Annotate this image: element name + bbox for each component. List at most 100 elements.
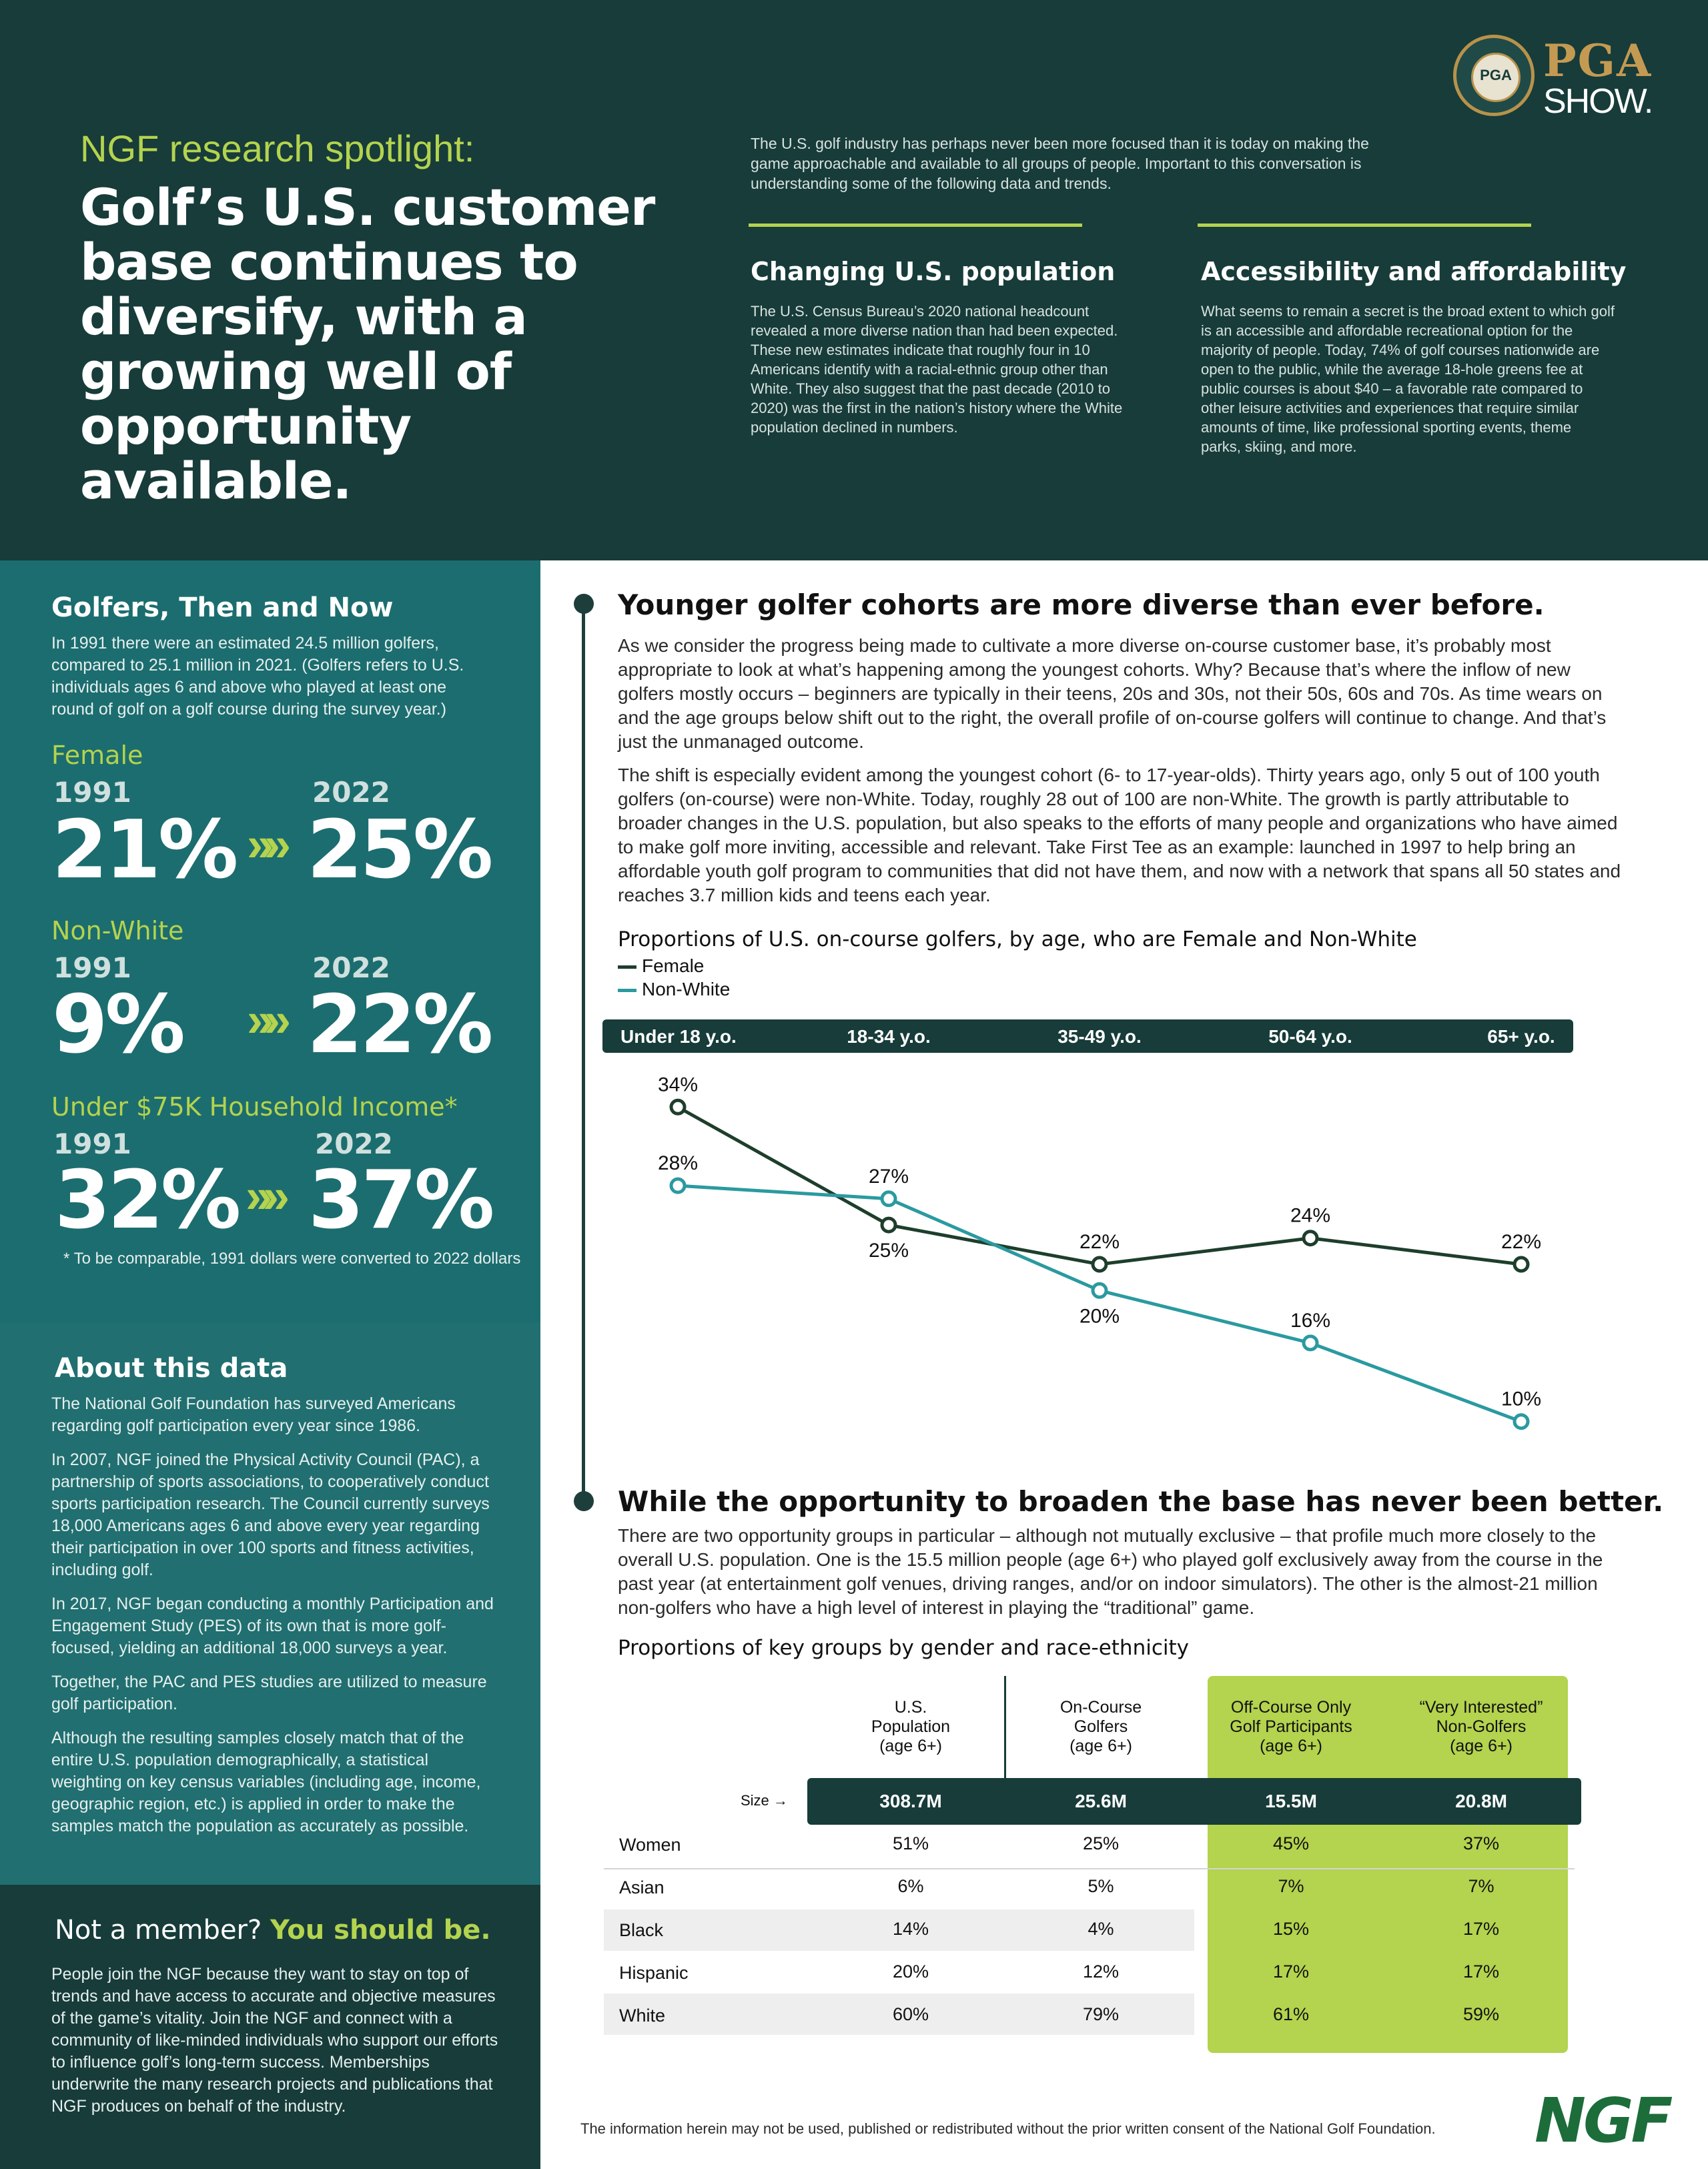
col-on-course-golfers: On-Course Golfers (age 6+): [1059, 1698, 1142, 1755]
about-paragraph: Although the resulting samples closely m…: [51, 1729, 481, 1835]
stat-income-2022: 37%: [308, 1154, 494, 1247]
size-on-course: 25.6M: [1075, 1791, 1127, 1811]
data-label-female: 25%: [869, 1240, 909, 1262]
logo-pga-text: PGA: [1543, 35, 1653, 87]
age-category-label: 35-49 y.o.: [1057, 1026, 1142, 1047]
logo-show-text: SHOW.: [1543, 82, 1653, 121]
table-row-label: Black: [619, 1920, 664, 1940]
legend-female-swatch: [618, 965, 636, 969]
stat-female-year-1991: 1991: [53, 776, 131, 809]
golfers-text: In 1991 there were an estimated 24.5 mil…: [51, 634, 464, 719]
changing-population-text: The U.S. Census Bureau’s 2020 national h…: [751, 303, 1123, 436]
table-cell: 51%: [892, 1833, 929, 1853]
stat-income-year-2022: 2022: [315, 1128, 393, 1160]
footer-disclaimer: The information herein may not be used, …: [580, 2120, 1436, 2137]
table-cell: 61%: [1272, 2004, 1310, 2024]
table-cell: 4%: [1088, 1919, 1114, 1939]
member-title-cta[interactable]: You should be.: [270, 1915, 491, 1945]
table-cell: 6%: [897, 1876, 924, 1896]
size-bar: [807, 1778, 1581, 1825]
income-footnote: * To be comparable, 1991 dollars were co…: [63, 1250, 521, 1268]
data-point-non-white: [1513, 1413, 1530, 1430]
opportunity-groups-highlight: [1208, 1676, 1568, 2053]
timeline-line: [582, 604, 585, 1501]
col-us-population: U.S. Population (age 6+): [871, 1698, 951, 1755]
arrow-chevron-icon: »»: [247, 818, 291, 871]
data-label-female: 22%: [1080, 1231, 1120, 1253]
member-title-question: Not a member?: [55, 1915, 262, 1945]
chart-title: Proportions of U.S. on-course golfers, b…: [618, 927, 1417, 951]
stat-nonwhite-year-2022: 2022: [312, 951, 390, 984]
stat-female-label: Female: [51, 741, 143, 770]
table-cell: 79%: [1082, 2004, 1120, 2024]
arrow-chevron-icon: »»: [247, 993, 291, 1047]
golfers-panel: [0, 560, 540, 1322]
data-point-female: [1513, 1256, 1530, 1273]
table-cell: 7%: [1468, 1876, 1494, 1896]
table-cell: 17%: [1462, 1962, 1500, 1982]
table-cell: 5%: [1088, 1876, 1114, 1896]
member-text: People join the NGF because they want to…: [51, 1965, 498, 2116]
changing-population-title: Changing U.S. population: [751, 257, 1116, 286]
timeline-dot: [574, 1491, 594, 1511]
member-panel: [0, 1885, 540, 2169]
row-stripe: [604, 1909, 1194, 1951]
table-cell: 37%: [1462, 1833, 1500, 1853]
legend-nonwhite-label: Non-White: [642, 979, 731, 999]
page-title: Golf’s U.S. customer base continues to d…: [80, 177, 655, 510]
section2-heading: While the opportunity to broaden the bas…: [618, 1485, 1664, 1518]
series-line-non-white: [677, 1184, 1522, 1424]
table-cell: 59%: [1462, 2004, 1500, 2024]
data-label-female: 34%: [658, 1073, 698, 1096]
col-off-course-only: Off-Course Only Golf Participants (age 6…: [1230, 1698, 1352, 1755]
stat-income-1991: 32%: [55, 1154, 241, 1247]
age-category-label: Under 18 y.o.: [620, 1026, 737, 1047]
table-cell: 12%: [1082, 1962, 1120, 1982]
table-cell: 15%: [1272, 1919, 1310, 1939]
table-cell: 45%: [1272, 1833, 1310, 1853]
stat-income-year-1991: 1991: [53, 1128, 131, 1160]
size-off-course: 15.5M: [1265, 1791, 1317, 1811]
data-label-non-white: 10%: [1501, 1388, 1541, 1410]
stat-nonwhite-2022: 22%: [307, 979, 493, 1071]
legend-nonwhite: Non-White: [618, 979, 730, 1000]
data-label-non-white: 28%: [658, 1152, 698, 1174]
age-category-label: 65+ y.o.: [1487, 1026, 1555, 1047]
data-point-non-white: [669, 1177, 687, 1194]
line-chart: Under 18 y.o. 18-34 y.o. 35-49 y.o. 50-64 y…: [602, 1019, 1573, 1430]
table-cell: 17%: [1272, 1962, 1310, 1982]
stat-nonwhite-year-1991: 1991: [53, 951, 131, 984]
data-point-female: [1091, 1256, 1108, 1273]
accessibility-text: What seems to remain a secret is the bro…: [1201, 303, 1615, 455]
table-cell: 14%: [892, 1919, 929, 1939]
table-cell: 7%: [1278, 1876, 1304, 1896]
seal-text: PGA: [1480, 67, 1512, 83]
timeline-dot: [574, 594, 594, 614]
section1-paragraph-2: The shift is especially evident among th…: [618, 765, 1621, 905]
legend-female-label: Female: [642, 955, 705, 976]
data-label-non-white: 16%: [1290, 1310, 1330, 1332]
size-label: Size →: [741, 1792, 788, 1809]
data-label-non-white: 27%: [869, 1166, 909, 1188]
section2-paragraph: There are two opportunity groups in part…: [618, 1525, 1603, 1618]
col-very-interested: “Very Interested” Non-Golfers (age 6+): [1419, 1698, 1543, 1755]
header-intro: The U.S. golf industry has perhaps never…: [751, 135, 1369, 192]
legend-nonwhite-swatch: [618, 989, 636, 993]
table-row-label: White: [619, 2006, 666, 2026]
data-point-non-white: [880, 1190, 897, 1208]
header-banner: [0, 0, 1708, 560]
about-text: The National Golf Foundation has surveye…: [51, 1393, 498, 1837]
about-panel: [0, 1322, 540, 1885]
size-very-interested: 20.8M: [1455, 1791, 1507, 1811]
data-label-female: 24%: [1290, 1205, 1330, 1227]
data-point-female: [669, 1098, 687, 1116]
about-paragraph: In 2007, NGF joined the Physical Activit…: [51, 1450, 490, 1579]
age-category-label: 50-64 y.o.: [1268, 1026, 1352, 1047]
data-label-non-white: 20%: [1080, 1305, 1120, 1327]
data-point-non-white: [1302, 1334, 1319, 1352]
member-title: Not a member? You should be.: [55, 1915, 491, 1945]
accessibility-title: Accessibility and affordability: [1201, 257, 1627, 286]
pga-show-logo: PGA PGA SHOW.: [1453, 35, 1667, 121]
row-stripe: [604, 1994, 1194, 2035]
about-paragraph: In 2017, NGF began conducting a monthly …: [51, 1595, 494, 1657]
